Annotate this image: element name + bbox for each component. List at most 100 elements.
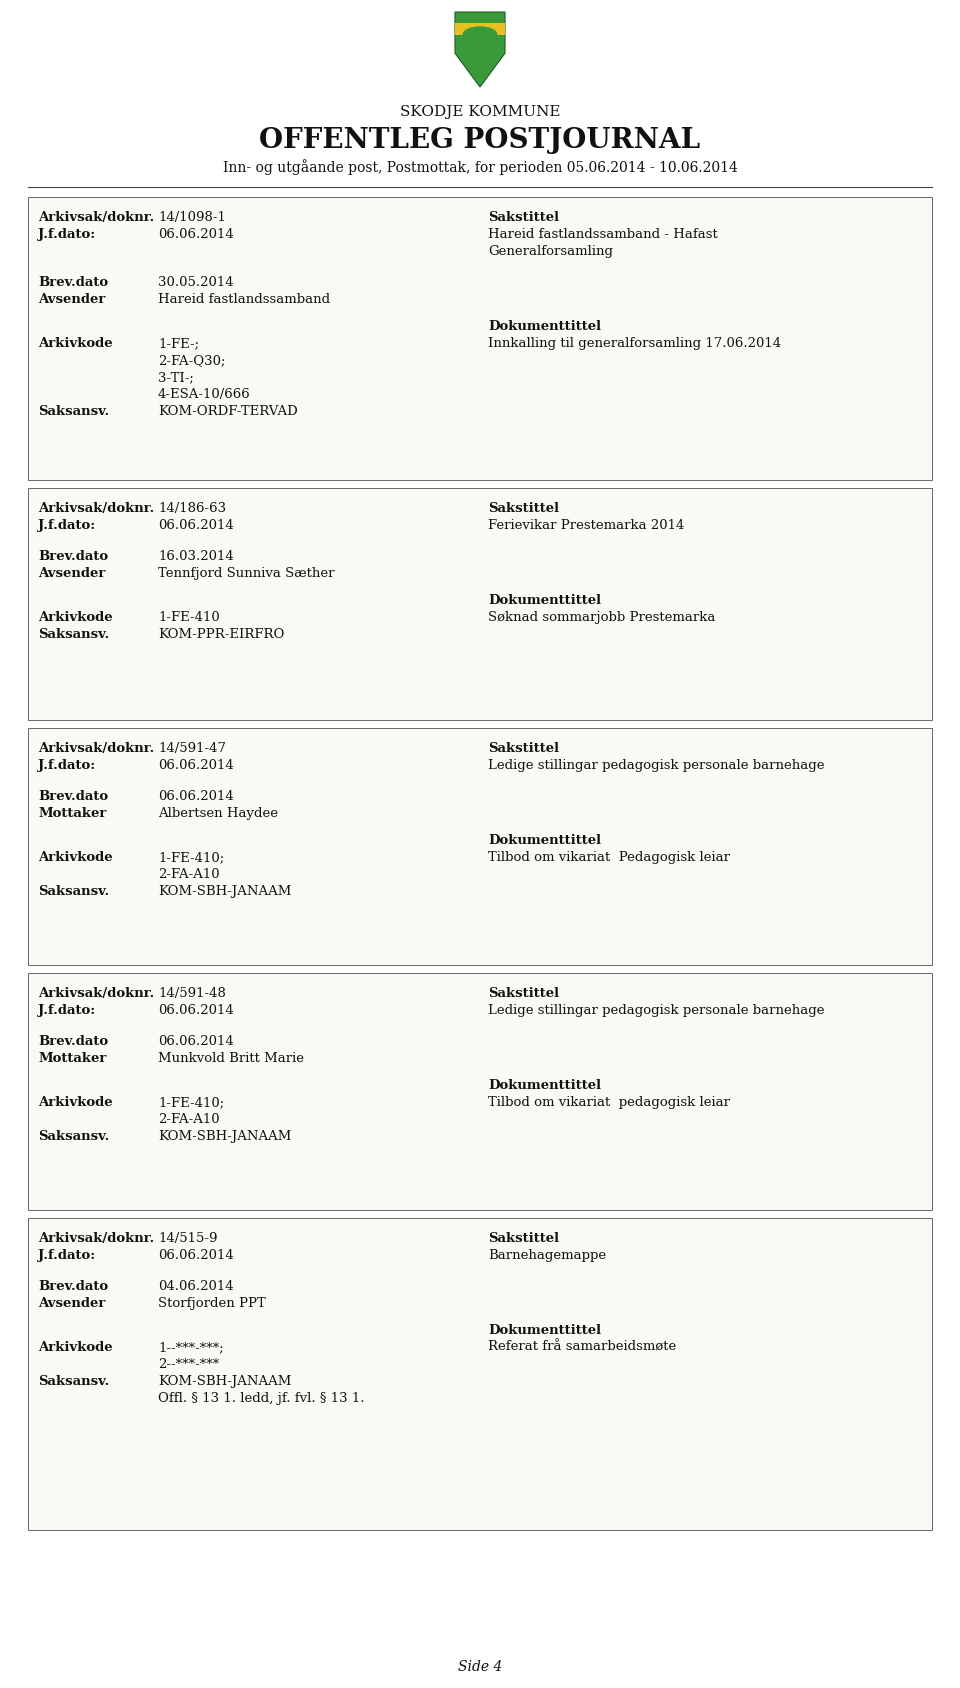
Text: KOM-SBH-JANAAM: KOM-SBH-JANAAM [158,1376,292,1388]
Text: 1-FE-410: 1-FE-410 [158,611,220,625]
Text: Dokumenttittel: Dokumenttittel [488,1323,601,1337]
Text: Dokumenttittel: Dokumenttittel [488,834,601,847]
Text: 2--***-***: 2--***-*** [158,1359,219,1371]
Text: Sakstittel: Sakstittel [488,1232,559,1246]
Text: J.f.dato:: J.f.dato: [38,1004,95,1016]
Text: 30.05.2014: 30.05.2014 [158,277,233,289]
Text: Arkivsak/doknr.: Arkivsak/doknr. [38,501,155,515]
Text: Arkivkode: Arkivkode [38,1096,112,1109]
Text: 1--***-***;: 1--***-***; [158,1340,224,1354]
Text: Innkalling til generalforsamling 17.06.2014: Innkalling til generalforsamling 17.06.2… [488,338,781,349]
Text: Ferievikar Prestemarka 2014: Ferievikar Prestemarka 2014 [488,518,684,532]
Text: Generalforsamling: Generalforsamling [488,245,613,258]
Text: Saksansv.: Saksansv. [38,1376,109,1388]
Text: Sakstittel: Sakstittel [488,501,559,515]
Text: Arkivkode: Arkivkode [38,338,112,349]
Text: Albertsen Haydee: Albertsen Haydee [158,807,278,820]
Text: Brev.dato: Brev.dato [38,277,108,289]
Text: Tennfjord Sunniva Sæther: Tennfjord Sunniva Sæther [158,567,334,581]
Text: 14/1098-1: 14/1098-1 [158,211,226,225]
Text: 14/515-9: 14/515-9 [158,1232,218,1246]
Text: Barnehagemappe: Barnehagemappe [488,1249,606,1263]
Text: Søknad sommarjobb Prestemarka: Søknad sommarjobb Prestemarka [488,611,715,625]
FancyBboxPatch shape [28,197,932,479]
Polygon shape [455,22,505,34]
FancyBboxPatch shape [28,488,932,721]
Text: 16.03.2014: 16.03.2014 [158,550,233,564]
Text: Hareid fastlandssamband: Hareid fastlandssamband [158,294,330,306]
Text: Brev.dato: Brev.dato [38,1035,108,1048]
Text: KOM-SBH-JANAAM: KOM-SBH-JANAAM [158,885,292,898]
Text: Sakstittel: Sakstittel [488,987,559,999]
Text: 06.06.2014: 06.06.2014 [158,1249,233,1263]
Text: Mottaker: Mottaker [38,1052,107,1065]
Text: Tilbod om vikariat  Pedagogisk leiar: Tilbod om vikariat Pedagogisk leiar [488,851,730,864]
Text: 04.06.2014: 04.06.2014 [158,1280,233,1293]
Text: 14/591-48: 14/591-48 [158,987,226,999]
FancyBboxPatch shape [28,972,932,1210]
Polygon shape [455,12,505,88]
Text: Arkivkode: Arkivkode [38,1340,112,1354]
Text: 3-TI-;: 3-TI-; [158,371,194,383]
Text: Brev.dato: Brev.dato [38,550,108,564]
Text: 2-FA-A10: 2-FA-A10 [158,1112,220,1126]
Text: Offl. § 13 1. ledd, jf. fvl. § 13 1.: Offl. § 13 1. ledd, jf. fvl. § 13 1. [158,1393,365,1404]
Text: Sakstittel: Sakstittel [488,211,559,225]
Text: OFFENTLEG POSTJOURNAL: OFFENTLEG POSTJOURNAL [259,127,701,154]
Text: Saksansv.: Saksansv. [38,1129,109,1143]
Text: 1-FE-;: 1-FE-; [158,338,199,349]
FancyBboxPatch shape [28,728,932,966]
Text: SKODJE KOMMUNE: SKODJE KOMMUNE [399,105,561,118]
Text: Ledige stillingar pedagogisk personale barnehage: Ledige stillingar pedagogisk personale b… [488,760,825,771]
Text: Arkivkode: Arkivkode [38,611,112,625]
Text: J.f.dato:: J.f.dato: [38,1249,95,1263]
Text: Brev.dato: Brev.dato [38,790,108,803]
Text: J.f.dato:: J.f.dato: [38,518,95,532]
Text: Avsender: Avsender [38,294,106,306]
Text: 1-FE-410;: 1-FE-410; [158,851,225,864]
Text: Dokumenttittel: Dokumenttittel [488,594,601,608]
Text: 06.06.2014: 06.06.2014 [158,790,233,803]
Text: 4-ESA-10/666: 4-ESA-10/666 [158,388,251,402]
Text: 2-FA-A10: 2-FA-A10 [158,868,220,881]
Text: 06.06.2014: 06.06.2014 [158,1004,233,1016]
Text: Inn- og utgåande post, Postmottak, for perioden 05.06.2014 - 10.06.2014: Inn- og utgåande post, Postmottak, for p… [223,159,737,176]
Text: Side 4: Side 4 [458,1659,502,1674]
Text: Munkvold Britt Marie: Munkvold Britt Marie [158,1052,304,1065]
Text: Arkivsak/doknr.: Arkivsak/doknr. [38,1232,155,1246]
Text: Saksansv.: Saksansv. [38,885,109,898]
FancyBboxPatch shape [28,1219,932,1529]
Text: Referat frå samarbeidsmøte: Referat frå samarbeidsmøte [488,1340,676,1354]
Text: 06.06.2014: 06.06.2014 [158,760,233,771]
Text: Dokumenttittel: Dokumenttittel [488,1079,601,1092]
Text: 2-FA-Q30;: 2-FA-Q30; [158,354,226,366]
Text: Saksansv.: Saksansv. [38,405,109,419]
Text: Dokumenttittel: Dokumenttittel [488,321,601,333]
Text: J.f.dato:: J.f.dato: [38,228,95,241]
Text: Brev.dato: Brev.dato [38,1280,108,1293]
Text: Saksansv.: Saksansv. [38,628,109,641]
Text: J.f.dato:: J.f.dato: [38,760,95,771]
Text: Storfjorden PPT: Storfjorden PPT [158,1296,266,1310]
Text: 06.06.2014: 06.06.2014 [158,228,233,241]
Text: 06.06.2014: 06.06.2014 [158,1035,233,1048]
Text: KOM-PPR-EIRFRO: KOM-PPR-EIRFRO [158,628,284,641]
Text: Arkivsak/doknr.: Arkivsak/doknr. [38,211,155,225]
Text: 14/186-63: 14/186-63 [158,501,227,515]
Text: 06.06.2014: 06.06.2014 [158,518,233,532]
Text: Ledige stillingar pedagogisk personale barnehage: Ledige stillingar pedagogisk personale b… [488,1004,825,1016]
Text: Arkivsak/doknr.: Arkivsak/doknr. [38,987,155,999]
Ellipse shape [463,27,497,42]
Text: 1-FE-410;: 1-FE-410; [158,1096,225,1109]
Text: Arkivkode: Arkivkode [38,851,112,864]
Text: Sakstittel: Sakstittel [488,743,559,755]
Text: 14/591-47: 14/591-47 [158,743,226,755]
Text: Arkivsak/doknr.: Arkivsak/doknr. [38,743,155,755]
Text: KOM-SBH-JANAAM: KOM-SBH-JANAAM [158,1129,292,1143]
Text: KOM-ORDF-TERVAD: KOM-ORDF-TERVAD [158,405,298,419]
Text: Avsender: Avsender [38,1296,106,1310]
Text: Avsender: Avsender [38,567,106,581]
Text: Hareid fastlandssamband - Hafast: Hareid fastlandssamband - Hafast [488,228,718,241]
Text: Tilbod om vikariat  pedagogisk leiar: Tilbod om vikariat pedagogisk leiar [488,1096,730,1109]
Text: Mottaker: Mottaker [38,807,107,820]
